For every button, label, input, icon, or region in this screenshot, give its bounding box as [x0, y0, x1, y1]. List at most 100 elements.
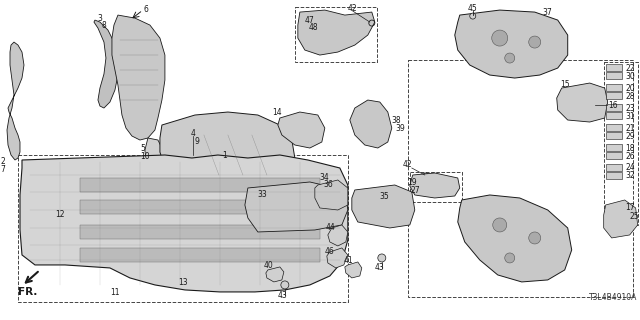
Polygon shape [20, 155, 348, 292]
Polygon shape [315, 180, 348, 210]
Polygon shape [328, 225, 348, 246]
Text: 30: 30 [626, 72, 636, 81]
Text: 13: 13 [178, 278, 188, 287]
Polygon shape [298, 10, 375, 55]
Text: 40: 40 [264, 261, 274, 270]
Text: 37: 37 [543, 8, 552, 17]
Bar [605, 72, 621, 79]
Polygon shape [80, 178, 320, 192]
Text: 28: 28 [626, 92, 635, 100]
Text: 14: 14 [272, 108, 282, 116]
Bar [605, 152, 621, 159]
Polygon shape [327, 248, 348, 268]
Circle shape [378, 254, 386, 262]
Text: 20: 20 [626, 84, 636, 92]
Text: 48: 48 [309, 23, 319, 32]
Bar [18, 155, 348, 302]
Polygon shape [80, 200, 320, 214]
Polygon shape [160, 112, 295, 194]
Text: 33: 33 [258, 190, 268, 199]
Text: 41: 41 [344, 256, 353, 266]
Polygon shape [345, 262, 362, 278]
Text: 25: 25 [630, 212, 639, 221]
Polygon shape [266, 267, 284, 282]
Circle shape [281, 281, 289, 289]
Text: 16: 16 [609, 100, 618, 109]
Text: 9: 9 [195, 137, 199, 146]
Polygon shape [7, 42, 24, 160]
Text: 46: 46 [325, 247, 335, 256]
Text: 45: 45 [468, 4, 477, 12]
Text: 4: 4 [191, 129, 195, 138]
Circle shape [505, 53, 515, 63]
Text: 8: 8 [102, 20, 106, 29]
Bar [408, 60, 633, 297]
Text: 15: 15 [560, 80, 570, 89]
Polygon shape [604, 200, 637, 238]
Text: 43: 43 [375, 263, 385, 272]
Text: 39: 39 [396, 124, 406, 132]
Text: 43: 43 [278, 292, 287, 300]
Polygon shape [278, 112, 325, 148]
Text: 32: 32 [626, 172, 636, 180]
Bar [605, 124, 621, 131]
Polygon shape [94, 20, 118, 108]
Text: 35: 35 [380, 193, 390, 202]
Bar [605, 112, 621, 119]
Text: 2: 2 [1, 157, 5, 166]
Text: 27: 27 [411, 187, 420, 196]
Text: 3: 3 [97, 13, 102, 23]
Bar [605, 64, 621, 71]
Bar [605, 84, 621, 91]
Polygon shape [245, 182, 348, 232]
Polygon shape [145, 138, 162, 168]
Text: 17: 17 [626, 204, 636, 212]
Circle shape [492, 30, 508, 46]
Polygon shape [557, 83, 608, 122]
Bar [605, 132, 621, 139]
Text: 5: 5 [140, 143, 145, 153]
Text: 34: 34 [320, 173, 330, 182]
Text: 7: 7 [1, 165, 5, 174]
Polygon shape [80, 225, 320, 239]
Circle shape [529, 232, 541, 244]
Text: 36: 36 [324, 180, 333, 189]
Polygon shape [350, 100, 392, 148]
Text: 6: 6 [144, 4, 149, 13]
Polygon shape [112, 15, 165, 140]
Text: 42: 42 [348, 4, 358, 12]
Circle shape [529, 36, 541, 48]
Bar [605, 144, 621, 151]
Circle shape [470, 13, 476, 19]
Polygon shape [455, 10, 568, 78]
Polygon shape [410, 173, 460, 198]
Text: 10: 10 [140, 151, 150, 161]
Bar [410, 172, 462, 202]
Bar [605, 164, 621, 171]
Bar [605, 172, 621, 179]
Bar [604, 62, 637, 225]
Polygon shape [352, 185, 415, 228]
Text: 21: 21 [626, 124, 635, 132]
Bar [605, 104, 621, 111]
Text: 31: 31 [626, 112, 636, 121]
Text: 24: 24 [626, 164, 636, 172]
Text: 11: 11 [110, 288, 120, 297]
Text: 38: 38 [392, 116, 401, 124]
Bar [605, 92, 621, 99]
Text: 47: 47 [305, 16, 315, 25]
Text: 26: 26 [626, 151, 636, 161]
Text: FR.: FR. [19, 287, 38, 297]
Text: 1: 1 [223, 150, 227, 159]
Text: 19: 19 [407, 179, 417, 188]
Bar [295, 7, 377, 62]
Text: 44: 44 [326, 223, 335, 232]
Text: 23: 23 [626, 104, 636, 113]
Text: 42: 42 [403, 161, 413, 170]
Text: 12: 12 [55, 211, 65, 220]
Circle shape [505, 253, 515, 263]
Text: 22: 22 [626, 64, 635, 73]
Circle shape [493, 218, 507, 232]
Polygon shape [80, 248, 320, 262]
Text: T3L4B4910A: T3L4B4910A [589, 293, 637, 302]
